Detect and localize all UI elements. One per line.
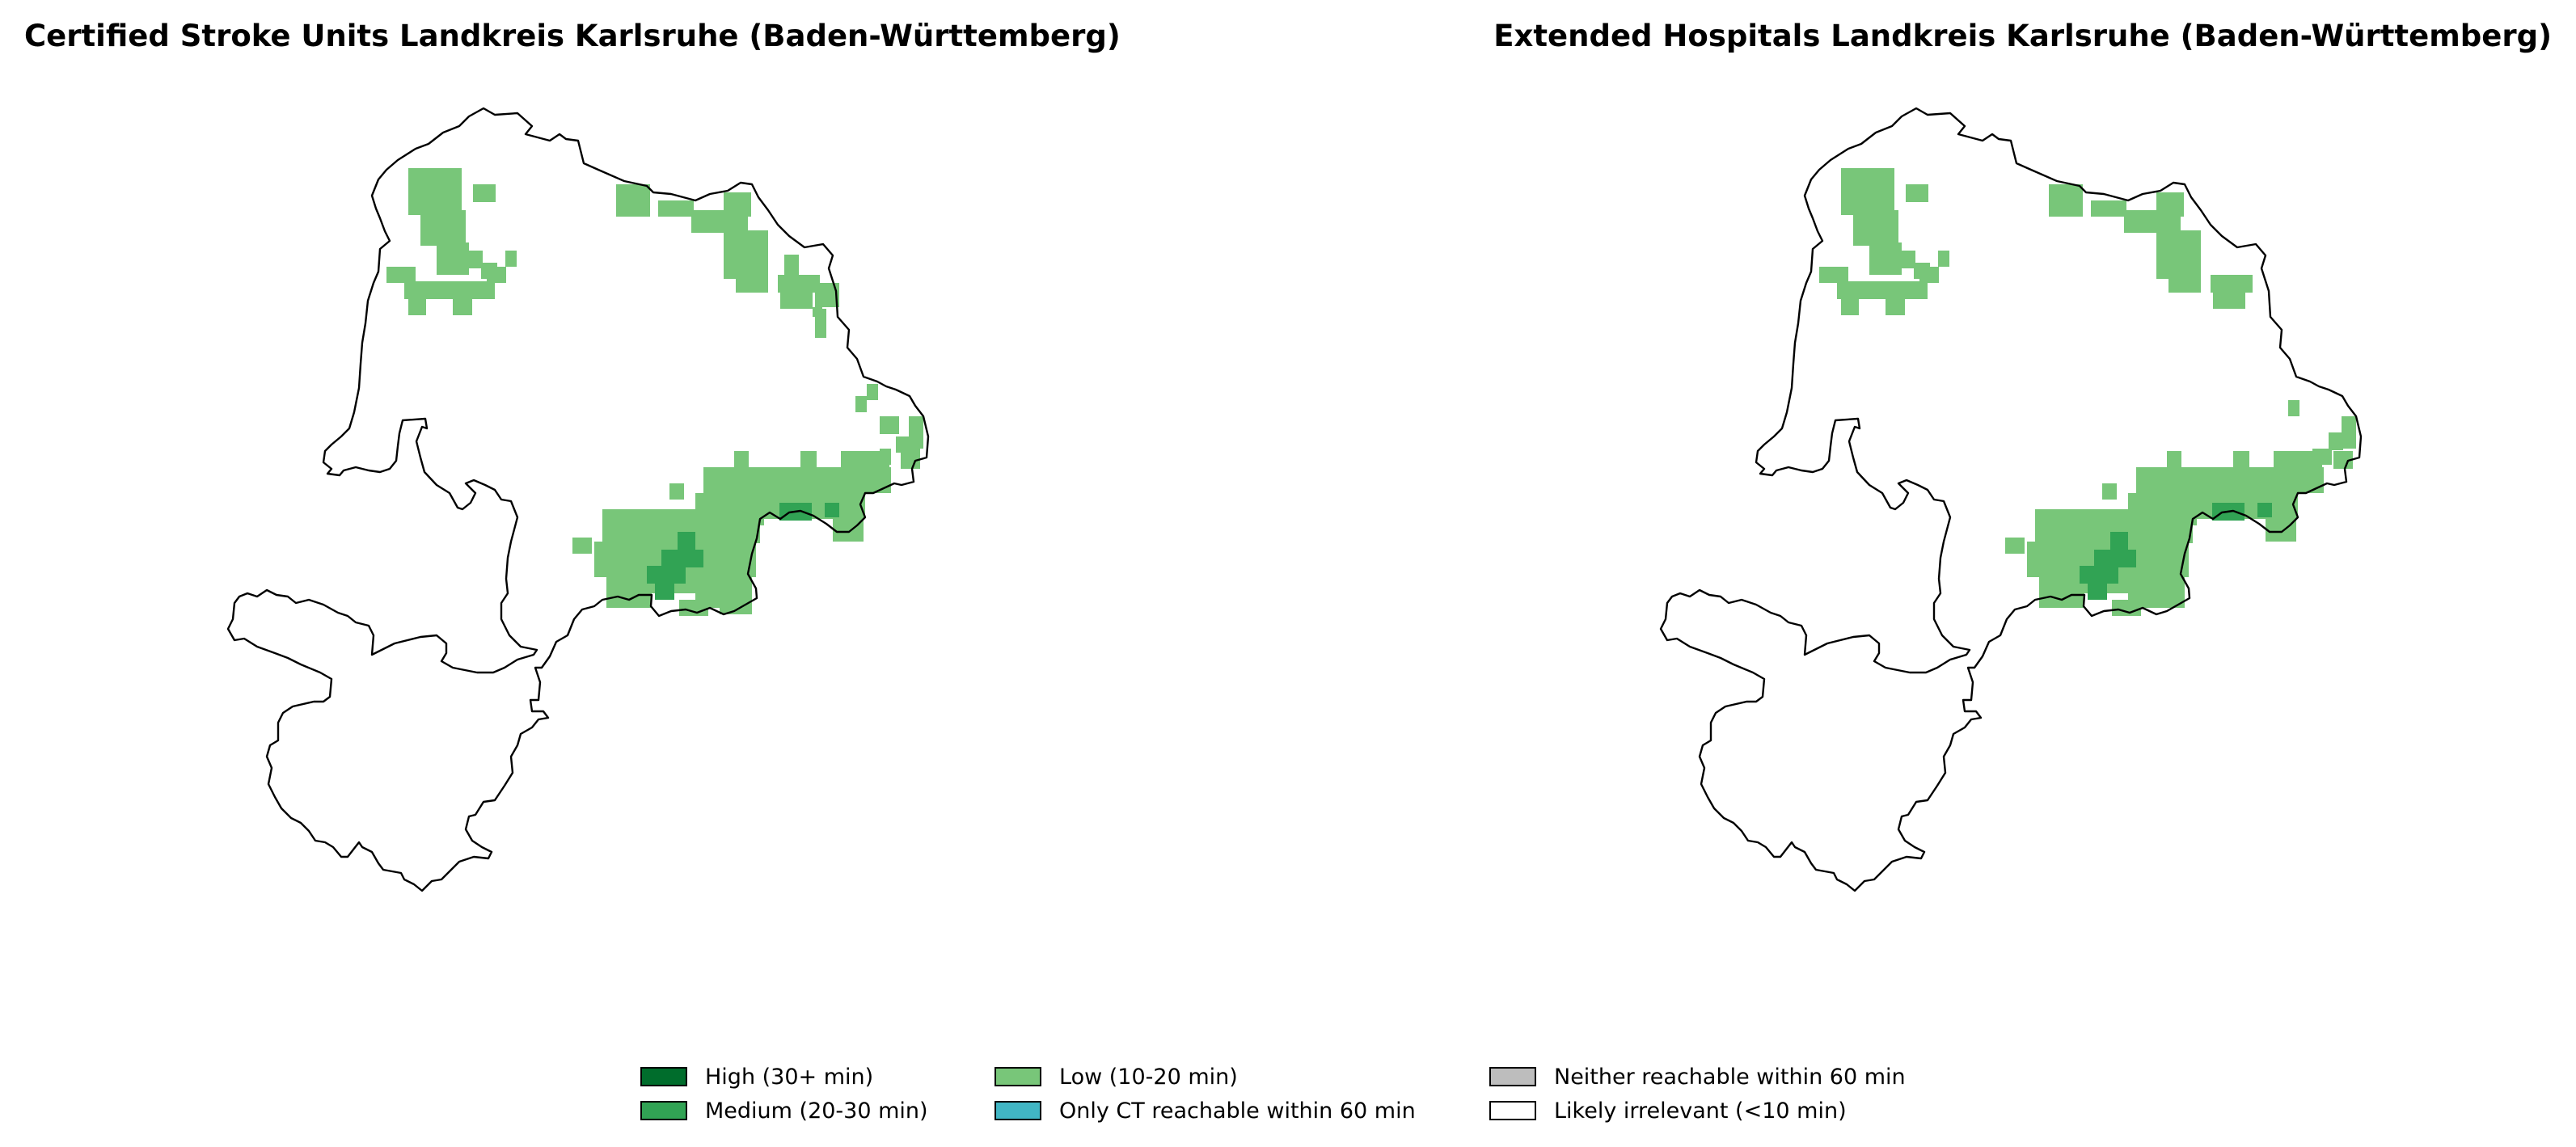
legend-item-irrelevant: Likely irrelevant (<10 min) (1489, 1094, 1847, 1127)
legend-item-medium: Medium (20-30 min) (640, 1094, 928, 1127)
legend-item-high: High (30+ min) (640, 1061, 873, 1093)
legend: High (30+ min) Medium (20-30 min) Low (1… (631, 1061, 1973, 1138)
legend-swatch-only-ct (995, 1101, 1041, 1120)
map-title-certified-stroke-units: Certified Stroke Units Landkreis Karlsru… (24, 19, 1121, 53)
legend-swatch-high (640, 1067, 687, 1086)
legend-label-irrelevant: Likely irrelevant (<10 min) (1554, 1098, 1847, 1124)
legend-label-low: Low (10-20 min) (1059, 1064, 1238, 1090)
district-outline (226, 107, 930, 892)
legend-label-only-ct: Only CT reachable within 60 min (1059, 1098, 1416, 1124)
reachability-grid-cells (1819, 168, 2356, 616)
map-extended-hospitals-svg (1659, 107, 2363, 892)
legend-item-low: Low (10-20 min) (995, 1061, 1238, 1093)
reachability-grid-cells (386, 168, 923, 616)
legend-item-neither: Neither reachable within 60 min (1489, 1061, 1906, 1093)
legend-label-neither: Neither reachable within 60 min (1554, 1064, 1906, 1090)
legend-label-medium: Medium (20-30 min) (705, 1098, 928, 1124)
map-certified-stroke-units (0, 89, 1051, 978)
map-title-extended-hospitals: Extended Hospitals Landkreis Karlsruhe (… (1493, 19, 2552, 53)
legend-swatch-neither (1489, 1067, 1536, 1086)
map-certified-stroke-units-svg (226, 107, 930, 892)
legend-label-high: High (30+ min) (705, 1064, 874, 1090)
district-outline (1659, 107, 2363, 892)
legend-swatch-irrelevant (1489, 1101, 1536, 1120)
legend-swatch-medium (640, 1101, 687, 1120)
legend-swatch-low (995, 1067, 1041, 1086)
map-extended-hospitals (1433, 89, 2484, 978)
legend-item-only-ct: Only CT reachable within 60 min (995, 1094, 1416, 1127)
